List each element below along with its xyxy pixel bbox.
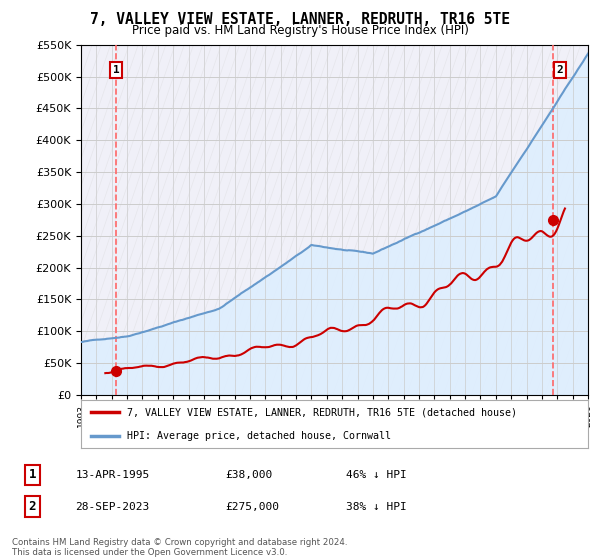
Text: 1: 1 [113,65,120,75]
Text: Contains HM Land Registry data © Crown copyright and database right 2024.
This d: Contains HM Land Registry data © Crown c… [12,538,347,557]
Text: 7, VALLEY VIEW ESTATE, LANNER, REDRUTH, TR16 5TE (detached house): 7, VALLEY VIEW ESTATE, LANNER, REDRUTH, … [127,407,517,417]
Text: Price paid vs. HM Land Registry's House Price Index (HPI): Price paid vs. HM Land Registry's House … [131,24,469,36]
Text: 7, VALLEY VIEW ESTATE, LANNER, REDRUTH, TR16 5TE: 7, VALLEY VIEW ESTATE, LANNER, REDRUTH, … [90,12,510,27]
Text: HPI: Average price, detached house, Cornwall: HPI: Average price, detached house, Corn… [127,431,391,441]
Text: £38,000: £38,000 [225,470,272,480]
Text: 1: 1 [28,469,36,482]
Text: 2: 2 [28,500,36,513]
Text: 28-SEP-2023: 28-SEP-2023 [76,502,149,512]
Text: £275,000: £275,000 [225,502,279,512]
Text: 13-APR-1995: 13-APR-1995 [76,470,149,480]
Text: 38% ↓ HPI: 38% ↓ HPI [346,502,407,512]
Text: 46% ↓ HPI: 46% ↓ HPI [346,470,407,480]
Text: 2: 2 [557,65,563,75]
